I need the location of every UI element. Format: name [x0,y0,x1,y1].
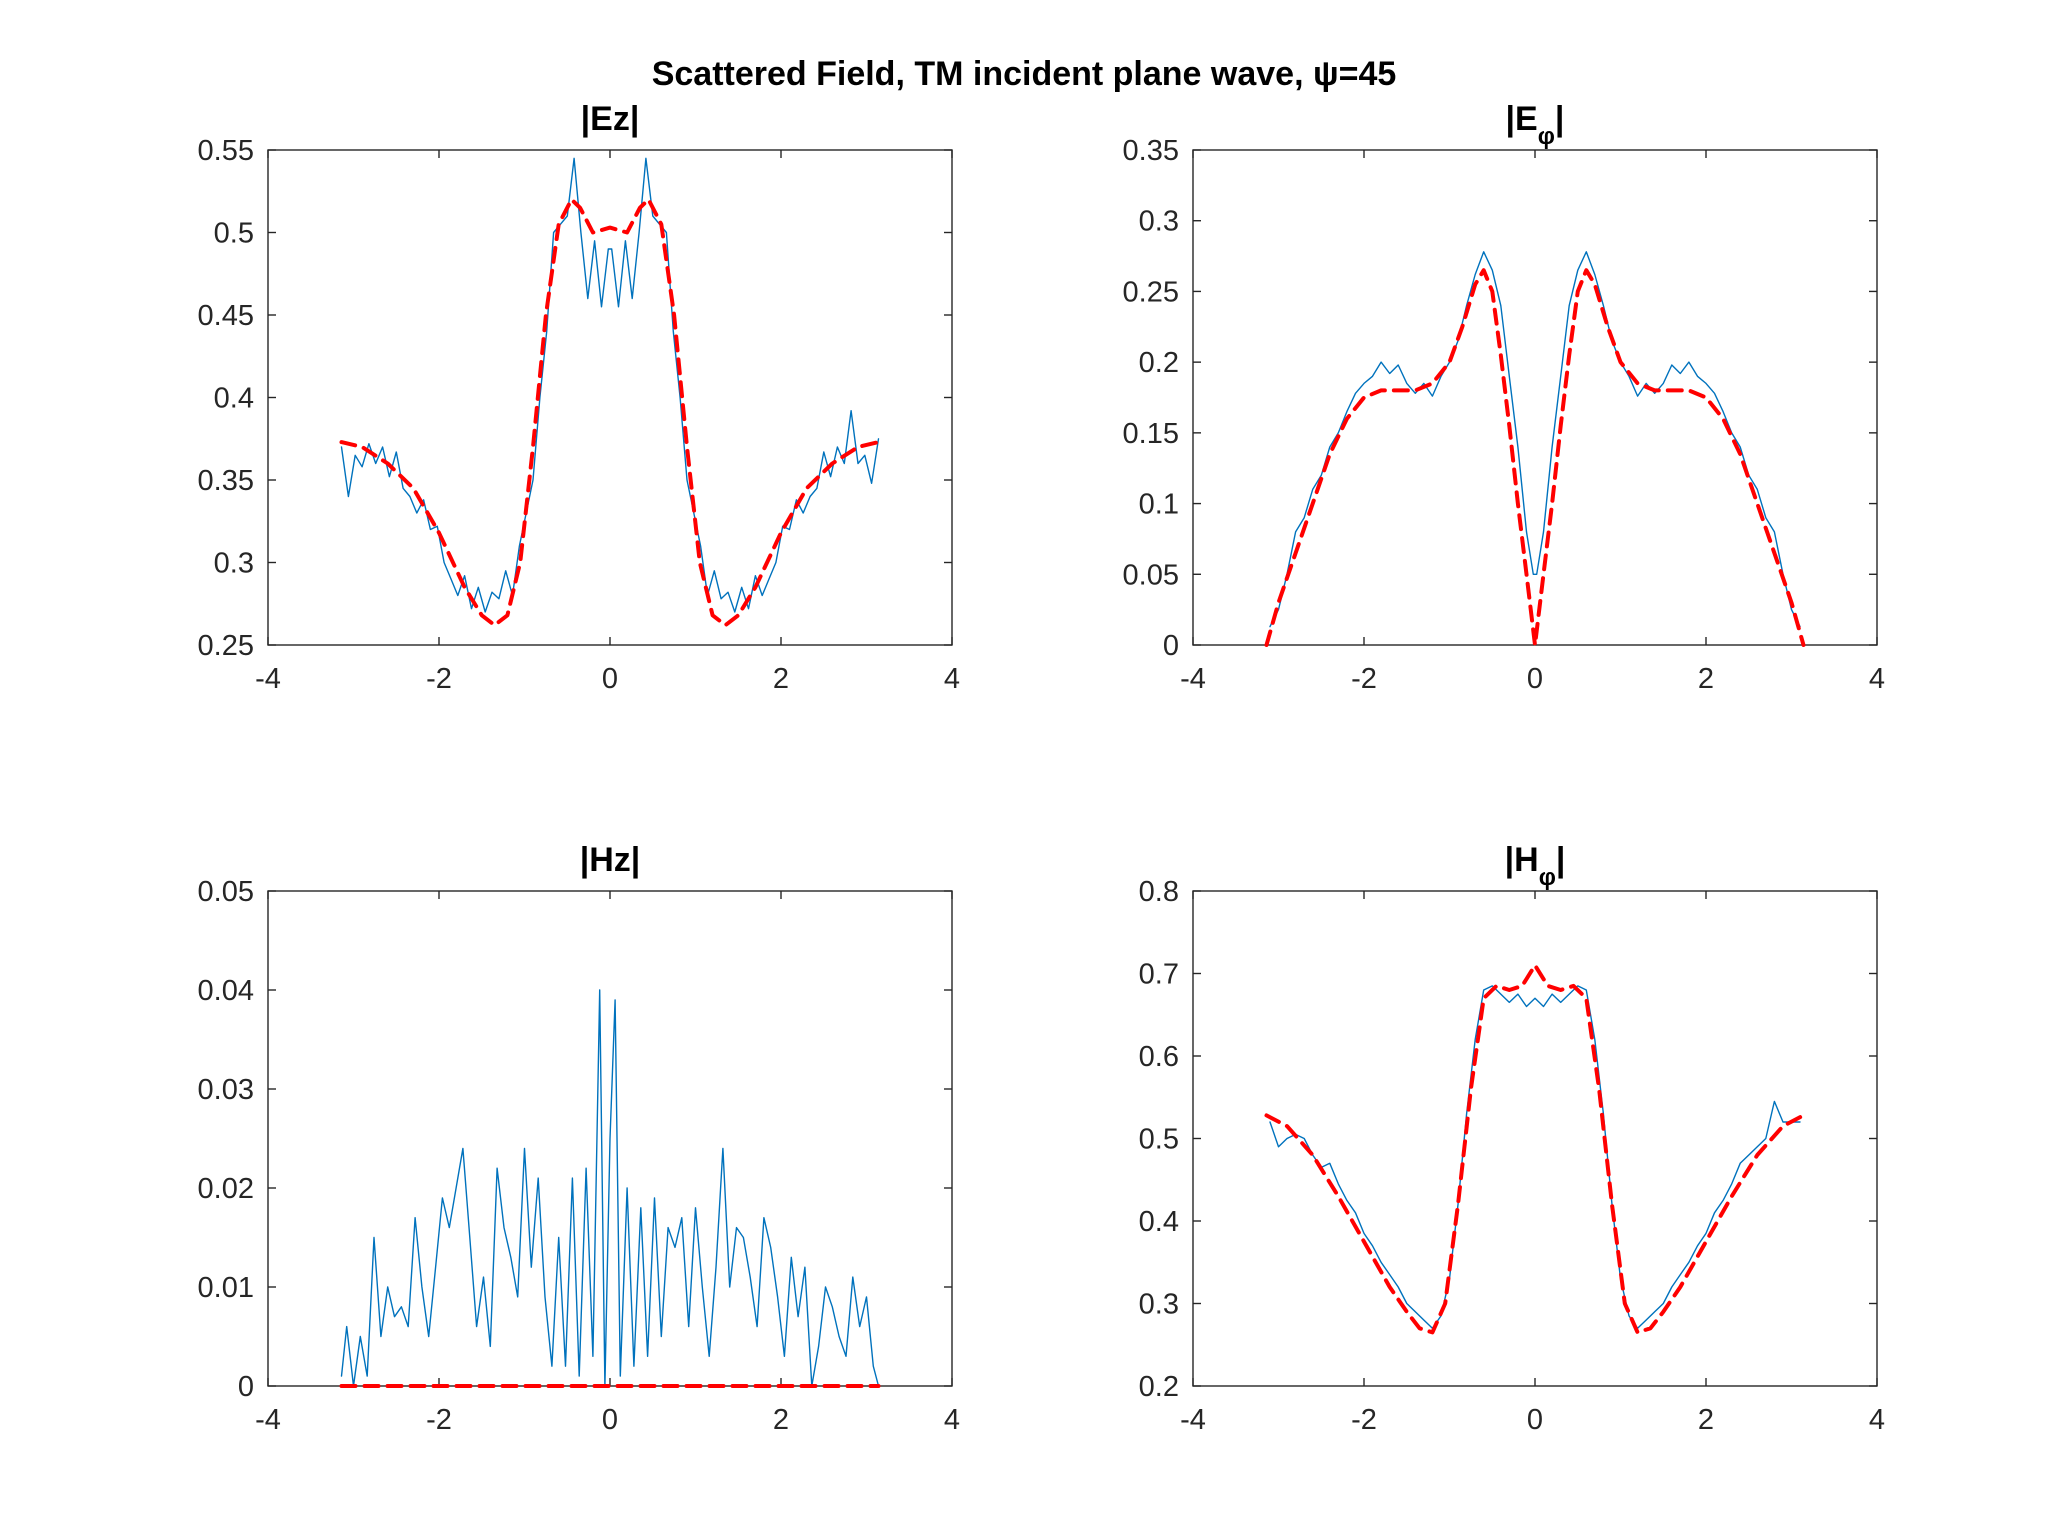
series-line-computed [340,989,880,1387]
y-tick-label: 0.45 [198,300,254,332]
x-tick-label: -2 [1351,663,1377,695]
x-tick-label: 0 [602,663,618,695]
y-tick-label: 0.4 [1139,1206,1179,1238]
y-tick-label: 0.7 [1139,959,1179,991]
axes-box [267,149,953,646]
y-tick-label: 0.5 [1139,1124,1179,1156]
series-line-reference-dashed [1264,963,1806,1335]
x-tick-label: 4 [944,663,960,695]
series-line-computed [340,157,880,613]
y-tick-label: 0.01 [198,1272,254,1304]
y-tick-label: 0.2 [1139,347,1179,379]
y-tick-label: 0.03 [198,1074,254,1106]
subplot-title: |Hφ| [1505,841,1566,891]
y-tick-label: 0.35 [1123,135,1179,167]
y-tick-label: 0.25 [198,630,254,662]
y-tick-label: 0.04 [198,975,254,1007]
x-tick-label: 0 [1527,1404,1543,1436]
x-tick-label: -4 [1180,1404,1206,1436]
figure-title: Scattered Field, TM incident plane wave,… [652,55,1397,93]
y-tick-label: 0.1 [1139,489,1179,521]
y-tick-label: 0.4 [214,383,254,415]
x-tick-label: 4 [1869,1404,1885,1436]
x-tick-label: 2 [773,1404,789,1436]
x-tick-label: 2 [773,663,789,695]
x-tick-label: 4 [944,1404,960,1436]
x-tick-label: -2 [426,1404,452,1436]
y-tick-label: 0.3 [1139,206,1179,238]
y-tick-label: 0 [238,1371,254,1403]
y-tick-label: 0.02 [198,1173,254,1205]
y-tick-label: 0.2 [1139,1371,1179,1403]
subplot-title: |Ez| [581,100,640,138]
subplot-3: |Hz| -4 -2 0 2 4 0 0.01 0.02 0.03 0.04 0.05 [198,841,961,1436]
y-tick-label: 0.3 [1139,1289,1179,1321]
subplot-title: |Eφ| [1506,100,1565,150]
x-tick-label: 2 [1698,663,1714,695]
subplot-4: |Hφ| -4 -2 0 2 4 0.2 0.3 0.4 0.5 0.6 0.7 0.8 [1139,841,1885,1436]
y-tick-label: 0.05 [1123,559,1179,591]
x-tick-label: -4 [1180,663,1206,695]
y-tick-label: 0.8 [1139,876,1179,908]
x-tick-label: 0 [602,1404,618,1436]
x-tick-label: 0 [1527,663,1543,695]
y-tick-label: 0.15 [1123,418,1179,450]
x-tick-label: 4 [1869,663,1885,695]
y-tick-label: 0 [1163,630,1179,662]
axes-box [1192,890,1878,1387]
x-tick-label: -4 [255,663,281,695]
x-tick-label: 2 [1698,1404,1714,1436]
x-tick-label: -2 [1351,1404,1377,1436]
subplot-title: |Hz| [580,841,641,879]
subplot-title-bar: | [1555,100,1565,138]
subplot-title-subscript: φ [1538,123,1555,150]
y-tick-label: 0.5 [214,218,254,250]
subplot-title-main: |Hz| [580,841,641,879]
subplot-title-bar: | [1556,841,1566,879]
y-tick-label: 0.05 [198,876,254,908]
series-line-reference-dashed [339,197,881,628]
y-tick-label: 0.25 [1123,276,1179,308]
subplot-2: |Eφ| -4 -2 0 2 4 0 0.05 0.1 0.15 0.2 0.25 0.3 0.35 [1123,100,1886,695]
subplot-title-main: |H [1505,841,1539,879]
subplot-title-main: |E [1506,100,1538,138]
axes-box [1192,149,1878,646]
series-line-computed [1269,251,1801,628]
x-tick-label: -2 [426,663,452,695]
y-tick-label: 0.3 [214,548,254,580]
subplot-title-subscript: φ [1539,864,1556,891]
x-tick-label: -4 [255,1404,281,1436]
series-line-computed [1269,985,1801,1330]
y-tick-label: 0.6 [1139,1041,1179,1073]
series-line-reference-dashed [1264,268,1806,647]
y-tick-label: 0.35 [198,465,254,497]
subplot-1: |Ez| -4 -2 0 2 4 0.25 0.3 0.35 0.4 0.45 0.5 0.55 [198,100,961,695]
subplot-title-main: |Ez| [581,100,640,138]
y-tick-label: 0.55 [198,135,254,167]
subplots-container: |Ez|-4 -2 0 2 40.250.30.350.40.450.50.55|Eφ|… [198,100,1886,1436]
